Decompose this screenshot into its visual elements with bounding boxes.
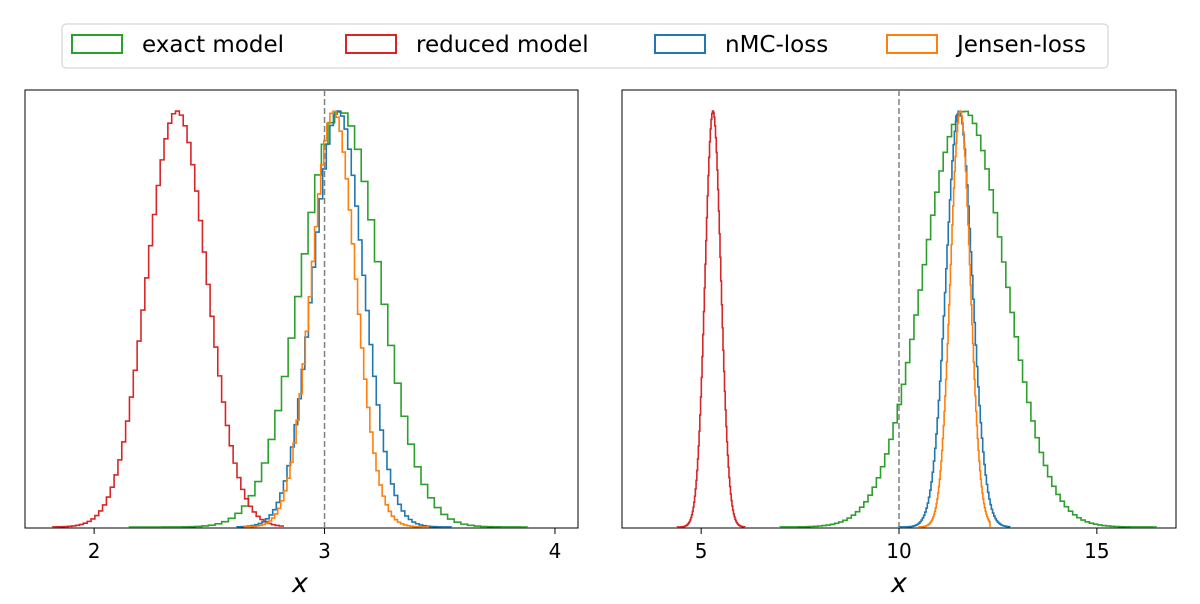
histogram-nmc-loss [898, 110, 1011, 528]
x-axis-ticks: 5 10 15 [695, 528, 1110, 563]
legend-swatch-reduced-model [345, 34, 397, 54]
legend-entry-jensen-loss: Jensen-loss [886, 32, 1086, 58]
legend-label-jensen-loss: Jensen-loss [955, 32, 1086, 58]
histogram-jensen-loss [243, 110, 430, 528]
legend-label-reduced-model: reduced model [416, 32, 589, 58]
legend-label-exact-model: exact model [142, 32, 284, 58]
histogram-jensen-loss [917, 110, 991, 528]
legend-swatch-exact-model [71, 34, 123, 54]
histogram-exact-model [779, 110, 1158, 528]
legend-entry-exact-model: exact model [71, 32, 284, 58]
histogram-reduced-model [51, 110, 284, 528]
legend-swatch-nmc-loss [654, 34, 706, 54]
axes-frame [24, 89, 579, 529]
x-axis-ticks: 2 3 4 [88, 528, 562, 563]
histogram-exact-model [128, 111, 529, 528]
x-tick-label: 5 [695, 539, 708, 563]
x-tick-label: 10 [886, 539, 911, 563]
legend-frame [61, 23, 1109, 69]
histogram-panel-right: 5 10 15 x [621, 89, 1177, 599]
legend-entry-reduced-model: reduced model [345, 32, 589, 58]
x-tick-label: 2 [88, 539, 101, 563]
legend-label-nmc-loss: nMC-loss [725, 32, 828, 58]
histogram-series-group [51, 90, 529, 528]
x-tick-label: 15 [1084, 539, 1109, 563]
legend-swatch-jensen-loss [886, 34, 938, 54]
histogram-panel-left: 2 3 4 x [24, 89, 579, 599]
x-axis-label: x [890, 568, 908, 599]
histogram-reduced-model [676, 110, 746, 528]
x-tick-label: 4 [549, 539, 562, 563]
histogram-series-group [676, 90, 1158, 528]
legend: exact model reduced model nMC-loss Jense… [61, 23, 1109, 69]
x-axis-label: x [291, 568, 309, 599]
x-tick-label: 3 [318, 539, 331, 563]
legend-entry-nmc-loss: nMC-loss [654, 32, 828, 58]
histogram-nmc-loss [236, 110, 453, 528]
